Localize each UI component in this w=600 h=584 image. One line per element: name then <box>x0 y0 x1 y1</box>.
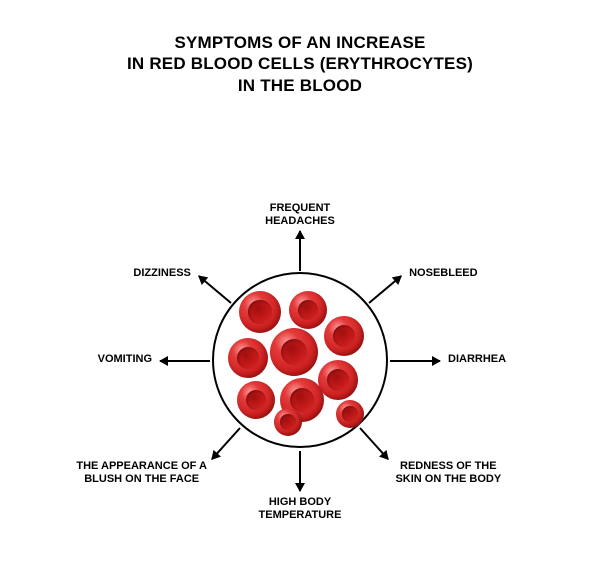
symptom-arrow <box>160 360 210 362</box>
symptom-label: DIARRHEA <box>448 353 568 366</box>
symptom-arrow <box>211 427 241 460</box>
symptom-arrow <box>359 427 389 460</box>
symptom-label: VOMITING <box>32 353 152 366</box>
symptom-arrow <box>368 275 401 304</box>
diagram-container: FREQUENT HEADACHES NOSEBLEED DIARRHEA REDNE… <box>0 0 600 584</box>
symptom-label: REDNESS OF THE SKIN ON THE BODY <box>378 460 518 485</box>
blood-cell <box>274 408 302 436</box>
symptom-arrow <box>390 360 440 362</box>
blood-cell <box>237 381 275 419</box>
blood-cell <box>270 328 318 376</box>
blood-cell <box>239 291 281 333</box>
blood-cell <box>289 291 327 329</box>
blood-cell <box>336 400 364 428</box>
blood-cell <box>318 360 358 400</box>
symptom-label: FREQUENT HEADACHES <box>240 202 360 227</box>
symptom-label: HIGH BODY TEMPERATURE <box>235 496 365 521</box>
symptom-arrow <box>299 451 301 491</box>
symptom-arrow <box>299 231 301 271</box>
symptom-arrow <box>198 275 231 304</box>
blood-cell <box>324 316 364 356</box>
symptom-label: DIZZINESS <box>71 267 191 280</box>
blood-cell <box>228 338 268 378</box>
symptom-label: THE APPEARANCE OF A BLUSH ON THE FACE <box>62 460 222 485</box>
symptom-label: NOSEBLEED <box>409 267 529 280</box>
